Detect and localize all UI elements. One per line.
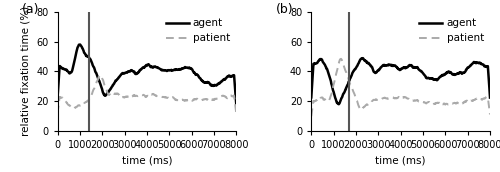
- patient: [394, 97, 400, 99]
- agent: [54, 97, 60, 99]
- patient: [394, 97, 400, 99]
- Line: patient: patient: [58, 75, 236, 114]
- agent: [202, 82, 207, 84]
- agent: [152, 66, 158, 68]
- Text: (a): (a): [22, 3, 40, 15]
- patient: [140, 94, 145, 96]
- agent: [456, 73, 462, 75]
- agent: [484, 66, 490, 68]
- agent: [77, 44, 83, 46]
- patient: [406, 98, 411, 100]
- agent: [394, 66, 400, 68]
- X-axis label: time (ms): time (ms): [376, 155, 426, 165]
- patient: [141, 94, 147, 96]
- agent: [360, 57, 366, 59]
- patient: [308, 115, 314, 117]
- agent: [487, 96, 493, 99]
- agent: [406, 65, 411, 67]
- patient: [487, 113, 493, 115]
- agent: [140, 67, 145, 69]
- agent: [161, 69, 167, 71]
- patient: [98, 74, 103, 76]
- agent: [308, 96, 314, 98]
- patient: [233, 112, 239, 114]
- Line: agent: agent: [312, 58, 490, 104]
- agent: [233, 103, 239, 105]
- agent: [141, 67, 147, 69]
- Legend: agent, patient: agent, patient: [418, 17, 485, 45]
- Y-axis label: relative fixation time (%): relative fixation time (%): [20, 6, 30, 136]
- patient: [455, 102, 461, 104]
- patient: [54, 112, 60, 115]
- patient: [202, 98, 207, 100]
- patient: [483, 96, 489, 98]
- Line: agent: agent: [58, 45, 236, 104]
- agent: [336, 103, 342, 105]
- patient: [230, 95, 235, 98]
- agent: [395, 68, 401, 70]
- agent: [416, 68, 422, 70]
- patient: [161, 96, 167, 98]
- Legend: agent, patient: agent, patient: [164, 17, 231, 45]
- Line: patient: patient: [312, 59, 490, 116]
- Text: (b): (b): [276, 3, 293, 15]
- X-axis label: time (ms): time (ms): [122, 155, 172, 165]
- agent: [230, 75, 235, 77]
- patient: [338, 58, 344, 60]
- patient: [415, 100, 421, 102]
- patient: [152, 94, 158, 96]
